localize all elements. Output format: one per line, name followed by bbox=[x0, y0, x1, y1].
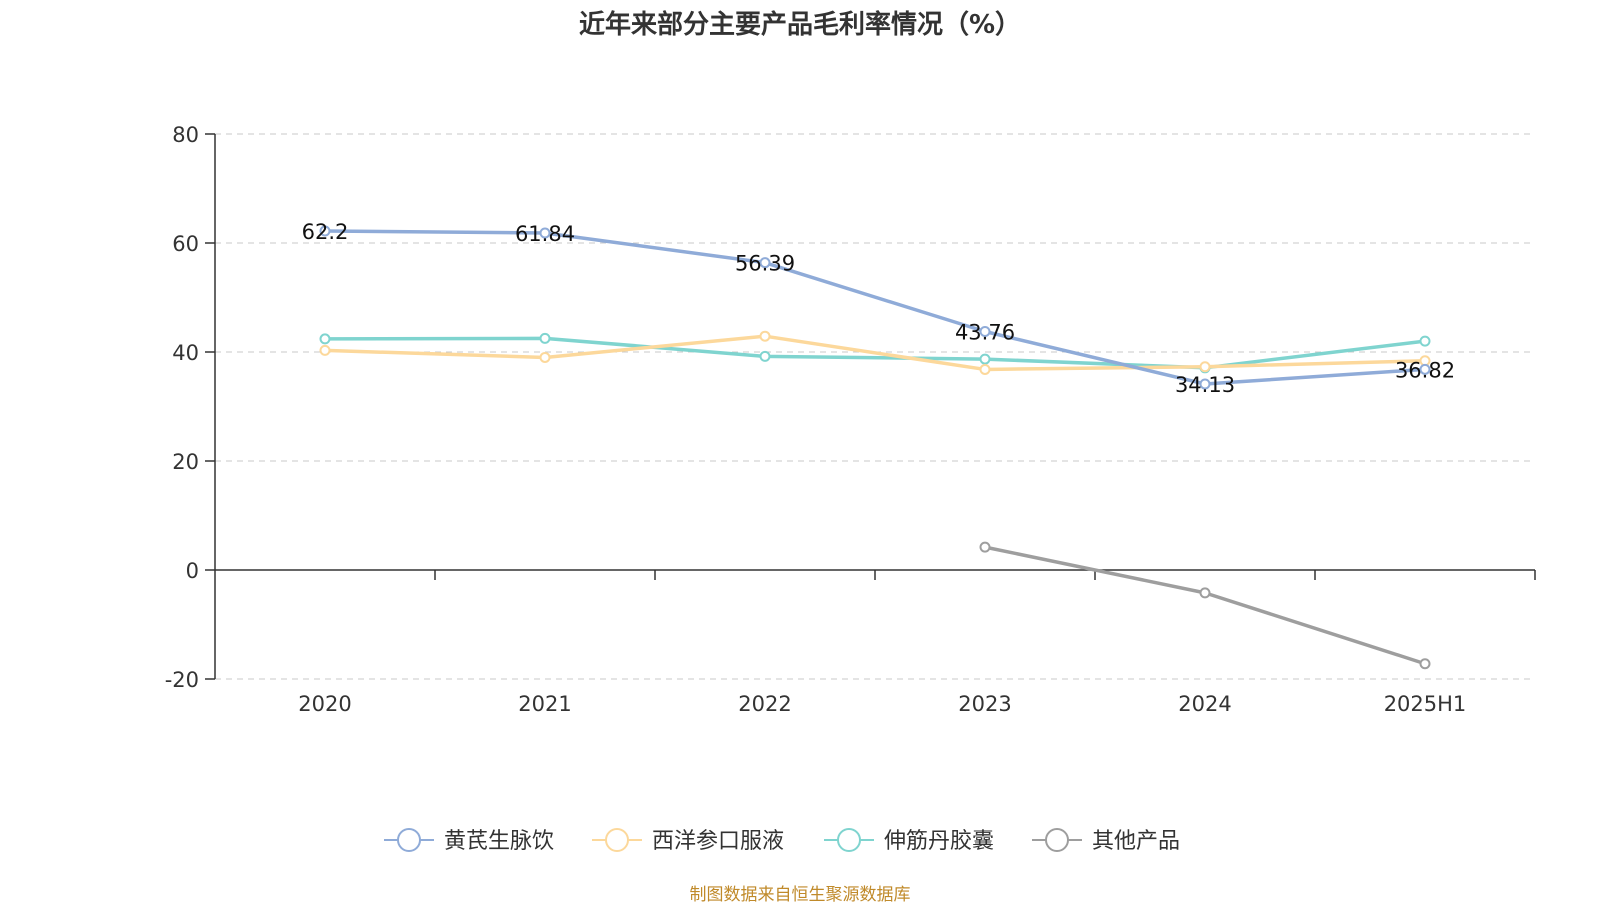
data-point bbox=[759, 330, 771, 342]
x-tick-label: 2025H1 bbox=[1384, 692, 1467, 716]
data-label: 62.2 bbox=[302, 220, 349, 244]
data-label: 36.82 bbox=[1395, 358, 1455, 382]
x-tick-label: 2023 bbox=[958, 692, 1011, 716]
y-tick-label: 60 bbox=[172, 232, 199, 256]
y-tick-label: 40 bbox=[172, 341, 199, 365]
data-point bbox=[759, 257, 771, 269]
data-point bbox=[759, 350, 771, 362]
data-point bbox=[1419, 363, 1431, 375]
data-point bbox=[1419, 658, 1431, 670]
legend-marker bbox=[837, 828, 861, 852]
y-tick-label: 20 bbox=[172, 450, 199, 474]
legend-marker bbox=[397, 828, 421, 852]
x-tick-label: 2022 bbox=[738, 692, 791, 716]
source-note: 制图数据来自恒生聚源数据库 bbox=[689, 885, 911, 905]
series-line-2 bbox=[324, 334, 1426, 372]
data-point bbox=[979, 326, 991, 338]
data-point bbox=[539, 351, 551, 363]
x-tick-label: 2020 bbox=[298, 692, 351, 716]
data-point bbox=[1199, 378, 1211, 390]
data-point bbox=[979, 353, 991, 365]
x-tick-label: 2021 bbox=[518, 692, 571, 716]
legend-item-label: 黄芪生脉饮 bbox=[444, 829, 554, 854]
series-line-3 bbox=[324, 336, 1426, 370]
series-line-4 bbox=[984, 545, 1426, 666]
data-label: 56.39 bbox=[735, 252, 795, 276]
data-point bbox=[979, 363, 991, 375]
data-point bbox=[1419, 335, 1431, 347]
data-point bbox=[539, 227, 551, 239]
data-point bbox=[319, 333, 331, 345]
y-tick-label: -20 bbox=[165, 668, 199, 692]
x-tick-label: 2024 bbox=[1178, 692, 1231, 716]
y-tick-label: 0 bbox=[186, 559, 199, 583]
data-point bbox=[979, 541, 991, 553]
legend-item-label: 伸筋丹胶囊 bbox=[884, 829, 994, 854]
data-label: 61.84 bbox=[515, 222, 575, 246]
data-point bbox=[1199, 361, 1211, 373]
legend-marker bbox=[605, 828, 629, 852]
y-tick-label: 80 bbox=[172, 123, 199, 147]
data-label: 34.13 bbox=[1175, 373, 1235, 397]
chart-title: 近年来部分主要产品毛利率情况（%） bbox=[578, 10, 1022, 40]
data-point bbox=[1199, 587, 1211, 599]
legend-item-label: 西洋参口服液 bbox=[652, 829, 784, 854]
data-point bbox=[319, 225, 331, 237]
data-point bbox=[319, 344, 331, 356]
legend-marker bbox=[1045, 828, 1069, 852]
series-line-1 bbox=[324, 229, 1426, 386]
data-point bbox=[539, 332, 551, 344]
legend-item-label: 其他产品 bbox=[1092, 829, 1180, 854]
data-label: 43.76 bbox=[955, 321, 1015, 345]
